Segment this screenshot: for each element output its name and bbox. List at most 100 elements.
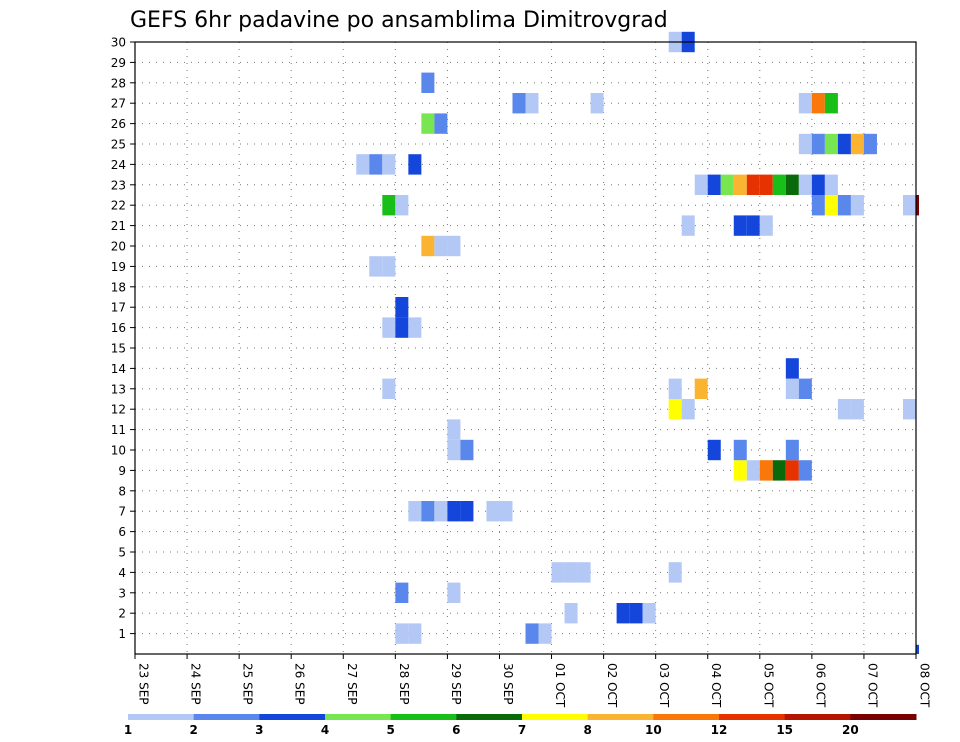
legend-swatch (850, 714, 917, 720)
precip-cell (460, 439, 474, 461)
y-tick-label: 25 (111, 138, 126, 152)
y-axis: 1234567891011121314151617181920212223242… (111, 36, 135, 641)
legend-label: 10 (645, 723, 662, 737)
legend-swatch (128, 714, 195, 720)
y-tick-label: 6 (118, 525, 126, 539)
precip-cell (772, 174, 786, 195)
x-tick-label: 01 OCT (553, 663, 567, 708)
precip-cell (824, 93, 838, 114)
precip-cell (382, 378, 396, 399)
precip-cell (486, 501, 500, 522)
y-tick-label: 10 (111, 444, 126, 458)
y-tick-label: 15 (111, 342, 126, 356)
precip-cell (837, 133, 851, 155)
precip-cell (681, 215, 695, 236)
legend-swatch (325, 714, 392, 720)
precip-cell (395, 317, 409, 338)
legend-label: 6 (452, 723, 460, 737)
x-tick-label: 04 OCT (709, 663, 723, 708)
precip-cell (382, 154, 396, 175)
precip-cell (395, 623, 409, 644)
heatmap-cells (356, 31, 919, 654)
precip-cell (382, 256, 396, 277)
color-legend: 1 2 3 4 5 6 7 8 10 12 15 20 (124, 714, 917, 737)
legend-swatch (522, 714, 589, 720)
precip-cell (356, 154, 370, 175)
precip-cell (408, 623, 422, 644)
precip-cell (746, 215, 760, 236)
precip-cell (707, 174, 721, 195)
y-tick-label: 29 (111, 56, 126, 70)
precip-cell (850, 195, 864, 216)
y-tick-label: 26 (111, 117, 126, 131)
y-tick-label: 7 (118, 505, 126, 519)
precip-cell (434, 113, 448, 134)
precip-cell (395, 297, 409, 318)
x-tick-label: 03 OCT (657, 663, 671, 708)
precip-cell (850, 399, 864, 420)
precip-cell (824, 195, 838, 216)
legend-label: 8 (583, 723, 591, 737)
x-tick-label: 07 OCT (865, 663, 879, 708)
precip-cell (850, 133, 864, 155)
precip-cell (434, 235, 448, 257)
precip-cell (707, 439, 721, 461)
legend-swatch (719, 714, 786, 720)
precip-cell (512, 93, 526, 114)
precip-cell (629, 603, 643, 624)
precip-cell (798, 133, 812, 155)
precip-cell (408, 317, 422, 338)
y-tick-label: 9 (118, 464, 126, 478)
precip-cell (447, 501, 461, 522)
x-axis: 23 SEP 24 SEP 25 SEP 26 SEP 27 SEP 28 SEP 29 S… (134, 654, 932, 708)
precip-cell (577, 562, 591, 583)
precip-cell (772, 460, 786, 481)
precip-cell (798, 460, 812, 481)
y-tick-label: 14 (111, 362, 126, 376)
precip-cell (759, 460, 773, 481)
legend-label: 5 (386, 723, 394, 737)
y-tick-label: 17 (111, 301, 126, 315)
x-tick-label: 30 SEP (501, 663, 515, 705)
precip-cell (785, 378, 799, 399)
x-tick-label: 27 SEP (345, 663, 359, 705)
legend-label: 3 (255, 723, 263, 737)
legend-label: 4 (321, 723, 329, 737)
precip-cell (824, 133, 838, 155)
y-tick-label: 5 (118, 546, 126, 560)
precip-cell (551, 562, 565, 583)
y-tick-label: 4 (118, 566, 126, 580)
precip-cell (759, 215, 773, 236)
y-tick-label: 28 (111, 76, 126, 90)
x-tick-label: 25 SEP (241, 663, 255, 705)
x-tick-label: 29 SEP (449, 663, 463, 705)
precip-cell (733, 174, 747, 195)
x-tick-label: 05 OCT (761, 663, 775, 708)
precip-cell (434, 501, 448, 522)
y-tick-label: 1 (118, 627, 126, 641)
legend-label: 20 (842, 723, 859, 737)
legend-label: 12 (711, 723, 728, 737)
precip-cell (785, 460, 799, 481)
precip-cell (408, 154, 422, 175)
precip-cell (564, 562, 578, 583)
precip-cell (837, 195, 851, 216)
precip-cell (824, 174, 838, 195)
precip-cell (759, 174, 773, 195)
y-tick-label: 12 (111, 403, 126, 417)
legend-swatch (784, 714, 851, 720)
legend-swatch (456, 714, 523, 720)
precip-cell (538, 623, 552, 644)
precip-cell (798, 174, 812, 195)
x-tick-label: 06 OCT (813, 663, 827, 708)
legend-swatch (587, 714, 654, 720)
chart-title: GEFS 6hr padavine po ansamblima Dimitrov… (130, 8, 668, 33)
x-tick-label: 08 OCT (918, 663, 932, 708)
precip-cell (382, 317, 396, 338)
precip-cell (798, 378, 812, 399)
precip-cell (694, 378, 708, 399)
legend-swatch (390, 714, 457, 720)
precip-cell (916, 644, 919, 654)
precip-cell (447, 419, 461, 440)
